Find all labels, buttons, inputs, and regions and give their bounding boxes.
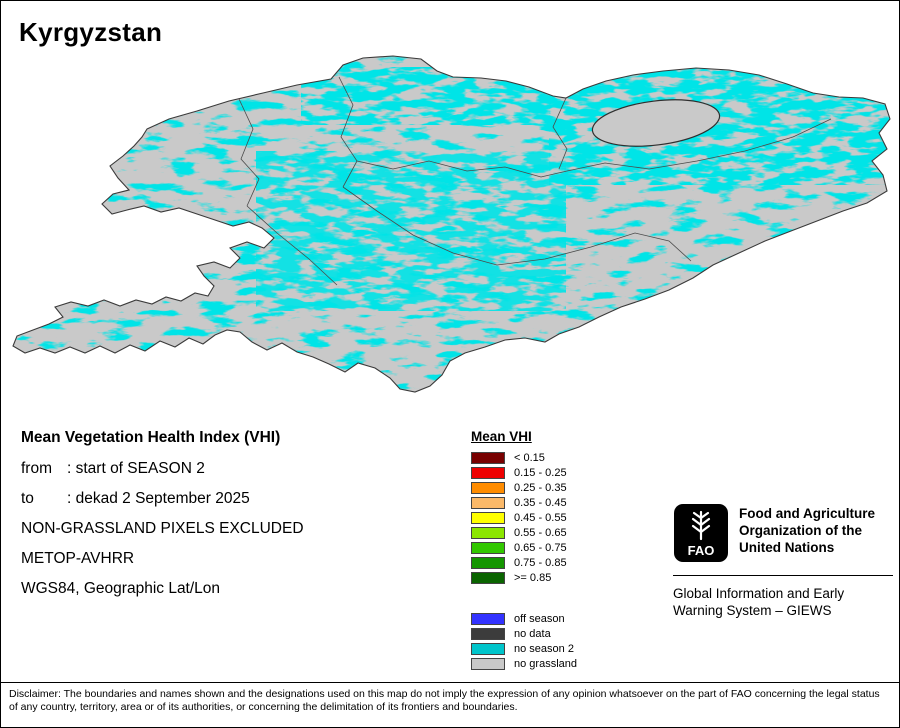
legend-swatch: [471, 452, 505, 464]
legend-swatch: [471, 527, 505, 539]
wheat-ear-icon: [691, 510, 711, 541]
legend-label: 0.75 - 0.85: [514, 557, 567, 569]
fao-block: FAO Food and Agriculture Organization of…: [673, 503, 893, 619]
country-title: Kyrgyzstan: [19, 17, 163, 47]
legend-row: no data: [471, 628, 577, 640]
legend-swatch: [471, 572, 505, 584]
fao-header: FAO Food and Agriculture Organization of…: [673, 503, 893, 563]
info-heading: Mean Vegetation Health Index (VHI): [21, 429, 281, 446]
info-from-value: : start of SEASON 2: [67, 460, 205, 477]
legend-label: no data: [514, 628, 551, 640]
legend-group-gap: [471, 587, 577, 613]
info-from-label: from: [21, 460, 52, 477]
legend-swatch: [471, 658, 505, 670]
legend-swatch: [471, 512, 505, 524]
legend-swatch: [471, 467, 505, 479]
legend-row: 0.75 - 0.85: [471, 557, 577, 569]
legend-label: no season 2: [514, 643, 574, 655]
legend-row: 0.15 - 0.25: [471, 467, 577, 479]
legend-label: no grassland: [514, 658, 577, 670]
legend-label: 0.35 - 0.45: [514, 497, 567, 509]
info-projection: WGS84, Geographic Lat/Lon: [21, 580, 221, 597]
info-to-value: : dekad 2 September 2025: [67, 490, 250, 507]
legend: Mean VHI < 0.15 0.15 - 0.25 0.25 - 0.35 …: [471, 429, 577, 673]
legend-row: off season: [471, 613, 577, 625]
legend-label: 0.25 - 0.35: [514, 482, 567, 494]
legend-label: 0.15 - 0.25: [514, 467, 567, 479]
legend-row: < 0.15: [471, 452, 577, 464]
info-sensor: METOP-AVHRR: [21, 550, 135, 567]
legend-row: 0.55 - 0.65: [471, 527, 577, 539]
legend-swatch: [471, 542, 505, 554]
legend-swatch: [471, 643, 505, 655]
giews-label: Global Information and Early Warning Sys…: [673, 586, 845, 618]
legend-swatch: [471, 557, 505, 569]
legend-label: 0.65 - 0.75: [514, 542, 567, 554]
kyrgyzstan-map: [12, 55, 891, 393]
fao-logo-text: FAO: [688, 543, 715, 558]
legend-swatch: [471, 628, 505, 640]
vhi-pixels-layer: [13, 56, 890, 392]
fao-divider: [673, 575, 893, 576]
legend-swatch: [471, 497, 505, 509]
legend-label: 0.55 - 0.65: [514, 527, 567, 539]
legend-label: < 0.15: [514, 452, 545, 464]
admin-boundaries: [238, 76, 832, 286]
legend-label: >= 0.85: [514, 572, 552, 584]
info-exclusion: NON-GRASSLAND PIXELS EXCLUDED: [21, 520, 304, 537]
info-to: to : dekad 2 September 2025: [21, 490, 304, 508]
legend-row: >= 0.85: [471, 572, 577, 584]
issyk-kul-lake: [591, 99, 721, 147]
disclaimer: Disclaimer: The boundaries and names sho…: [1, 682, 899, 727]
legend-row: no grassland: [471, 658, 577, 670]
legend-row: no season 2: [471, 643, 577, 655]
legend-row: 0.65 - 0.75: [471, 542, 577, 554]
legend-row: 0.35 - 0.45: [471, 497, 577, 509]
legend-label: 0.45 - 0.55: [514, 512, 567, 524]
legend-title: Mean VHI: [471, 429, 532, 444]
map-info: Mean Vegetation Health Index (VHI) from …: [21, 429, 304, 610]
legend-label: off season: [514, 613, 565, 625]
fao-org-name: Food and Agriculture Organization of the…: [739, 506, 875, 555]
legend-row: 0.25 - 0.35: [471, 482, 577, 494]
info-from: from : start of SEASON 2: [21, 460, 304, 478]
info-to-label: to: [21, 490, 34, 507]
legend-row: 0.45 - 0.55: [471, 512, 577, 524]
legend-swatch: [471, 613, 505, 625]
legend-swatch: [471, 482, 505, 494]
fao-logo: FAO: [674, 504, 728, 562]
